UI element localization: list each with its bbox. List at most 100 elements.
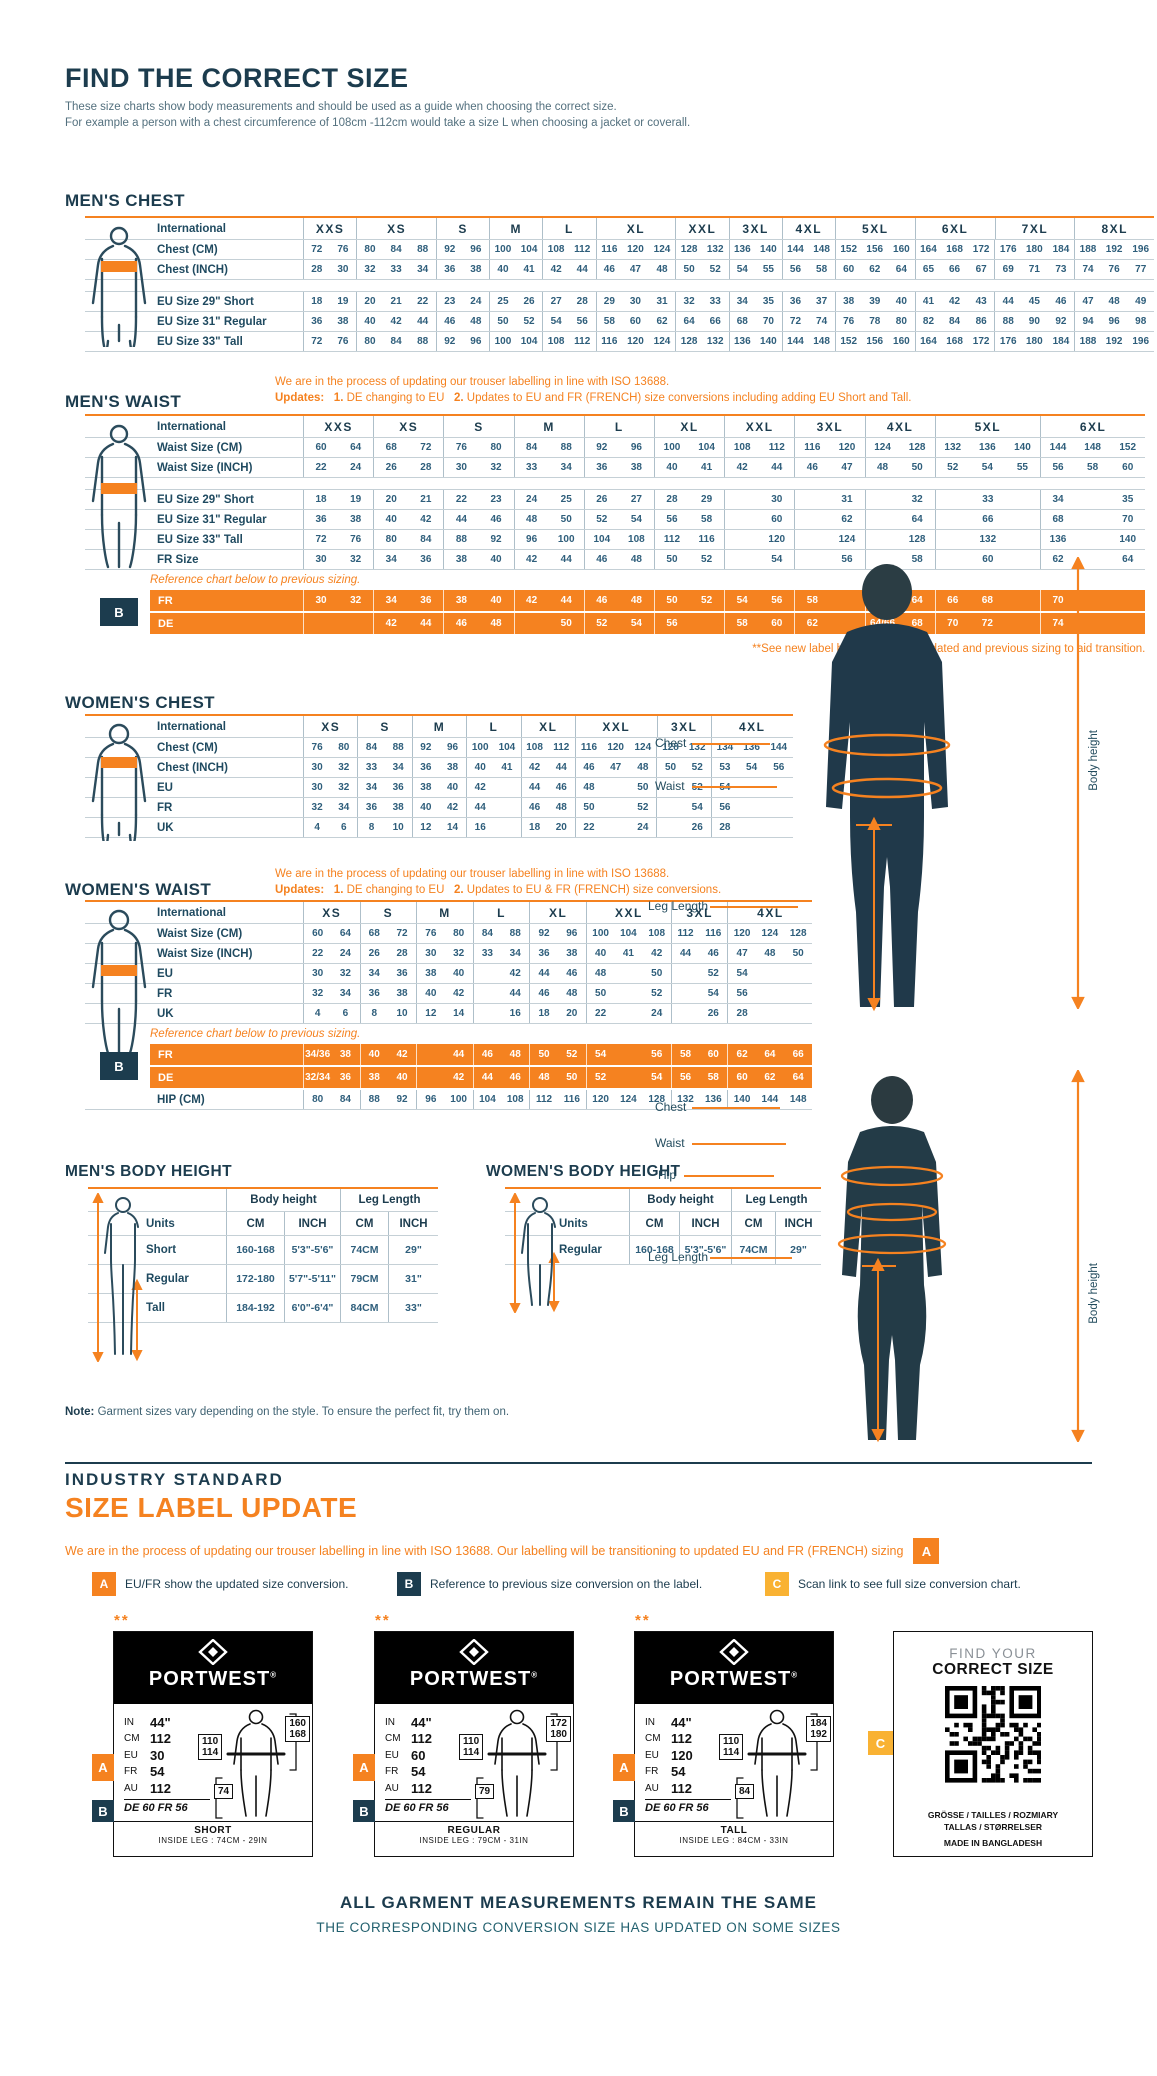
size-cell: 88 [509,928,521,939]
unit-value: 44" [150,1714,171,1730]
size-cell: 18 [529,1004,557,1023]
size-cell: 36 [781,292,809,311]
size-cell: 38 [446,762,459,773]
size-cell: 152 [1119,442,1137,453]
page-title: FIND THE CORRECT SIZE [65,63,409,93]
size-cell: 32 [350,554,362,565]
height-size-box: 184 192 [806,1716,831,1742]
size-cell: 73 [1055,264,1067,275]
size-cell: 72 [303,530,338,549]
size-cell: 40 [653,458,689,477]
size-column-header: L [466,716,520,737]
size-cell: 35 [1122,494,1134,505]
reference-badge-b: B [100,1052,138,1080]
woman-measurement-figure: Chest Waist Hip Leg Length Body height [640,1068,1120,1453]
woman-chest-label: Chest [655,1100,687,1114]
size-cell: 64 [1122,554,1134,565]
size-cell: 34 [339,988,351,999]
size-cell: 48 [764,948,776,959]
size-cell: 54 [651,1072,663,1083]
footer-line-2: THE CORRESPONDING CONVERSION SIZE HAS UP… [316,1920,841,1935]
size-cell: 34 [392,762,404,773]
size-cell: 62 [1039,550,1075,569]
size-cell: 76 [443,438,478,457]
size-cell: 60 [771,514,783,525]
unit-value: 54 [671,1764,686,1780]
row-gap [85,478,1146,490]
size-cell: 40 [585,944,614,963]
size-cell: 116 [563,1094,580,1105]
size-cell: 140 [1119,534,1137,545]
size-cell: 50 [792,948,804,959]
womens-waist-title: WOMEN'S WAIST [65,880,212,899]
size-cell: 52 [701,554,713,565]
body-height-cell: 74CM [340,1236,388,1264]
size-cell: 28 [653,490,689,509]
unit-header: INCH [775,1212,821,1235]
size-cell: 86 [975,316,987,327]
size-cell: 68 [911,618,923,629]
size-cell: 33 [390,264,402,275]
size-cell: 41 [622,948,634,959]
size-cell: 136 [1039,530,1075,549]
size-cell: 44 [771,462,783,473]
size-column-header: 3XL [794,416,864,437]
size-value-row: IN 44" [645,1714,731,1731]
size-label-update-heading: SIZE LABEL UPDATE [65,1492,358,1523]
size-cell: 84 [420,534,432,545]
size-cell: 58 [816,264,828,275]
size-value-row: EU 30 [124,1747,210,1764]
brand-wordmark: PORTWEST® [409,1668,539,1690]
size-cell [513,613,549,634]
size-cell: 31 [841,494,853,505]
body-height-cell: 74CM [731,1236,775,1264]
size-cell [614,984,642,1003]
body-height-cell: 31" [388,1265,438,1293]
size-cell: 48 [574,778,602,797]
size-cell: 44 [670,944,699,963]
body-height-row: Short 160-168 5'3"-5'6" 74CM 29" [88,1236,438,1265]
size-cell [416,1067,444,1088]
previous-size-text: DE 60 FR 56 [645,1801,709,1814]
size-cell: 56 [653,510,689,529]
transition-stars: ** [114,1612,130,1629]
size-cell: 36 [420,595,432,606]
size-cell: 34 [417,264,429,275]
unit-label: IN [124,1716,134,1728]
leg-size-box: 74 [214,1784,234,1799]
size-cell: 36 [396,968,408,979]
size-cell: 30 [303,590,338,611]
waist-size-box: 110 114 [459,1734,484,1760]
size-cell: 84 [390,336,402,347]
size-label-card-3: ** PORTWEST® IN 44" CM 112 EU 120 FR 54 AU 112 DE 6… [613,1612,834,1857]
size-cell: 112 [574,244,591,255]
size-cell: 124 [620,1094,637,1105]
size-cell [724,550,759,569]
size-cell: 48 [656,264,668,275]
unit-value: 112 [671,1731,692,1747]
updated-size-badge-a: A [92,1754,114,1781]
size-cell: 66 [948,264,961,275]
size-row: Chest (INCH) 30 32 33 34 36 38 40 41 42 44 46 47 48 50… [85,758,793,778]
size-cell: 76 [350,534,362,545]
row-label: EU Size 29" Short [157,295,254,308]
previous-size-badge-b: B [613,1800,635,1822]
size-cell: 55 [762,264,774,275]
size-cell: 12 [416,1004,444,1023]
height-size-box: 160 168 [285,1716,310,1742]
size-cell: 34 [560,462,572,473]
size-cell: 196 [1132,244,1150,255]
qr-size-panel: FIND YOUR CORRECT SIZE GRÖSSE / TAILLES … [868,1631,1093,1857]
size-cell: 36 [392,782,404,793]
size-cell: 72 [303,240,330,259]
size-cell: 144 [781,332,809,351]
size-cell: 116 [595,332,623,351]
size-cell: 50 [489,312,516,331]
size-cell: 34 [338,802,350,813]
size-cell: 52 [523,316,535,327]
size-cell: 58 [794,590,829,611]
unit-value: 112 [150,1780,171,1796]
body-height-cell: 5'7"-5'11" [284,1265,340,1293]
row-label: FR [158,1048,173,1061]
size-cell: 50 [529,1044,557,1065]
